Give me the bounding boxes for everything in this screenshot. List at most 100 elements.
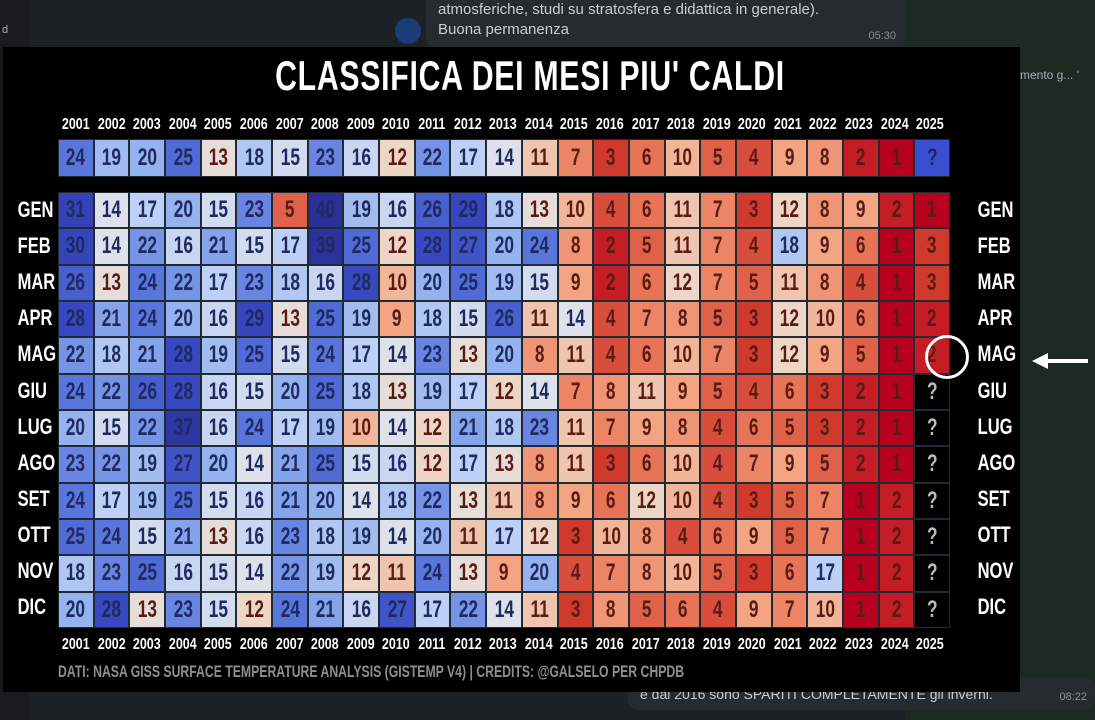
heatmap-cell: 15 <box>522 265 557 300</box>
cell-value: 9 <box>820 232 830 260</box>
heatmap-cell: 20 <box>166 301 200 337</box>
cell-value: 26 <box>494 305 514 333</box>
cell-value: 1 <box>891 377 902 405</box>
heatmap-cell: 13 <box>522 193 557 228</box>
cell-value: 24 <box>66 144 86 171</box>
month-label-right: SET <box>977 485 1010 511</box>
heatmap-cell: 9 <box>772 447 807 482</box>
cell-value: 13 <box>530 196 550 224</box>
cell-value: 26 <box>66 268 86 296</box>
cell-value: 15 <box>208 559 229 587</box>
cell-value: 9 <box>748 595 759 623</box>
cell-value: 9 <box>855 196 866 224</box>
cell-value: 28 <box>351 268 371 296</box>
year-label: 2001 <box>61 116 90 133</box>
heatmap-cell: 21 <box>273 447 307 482</box>
heatmap-cell: 9 <box>665 374 700 409</box>
heatmap-cell: 22 <box>451 592 486 627</box>
cell-value: 31 <box>66 196 86 224</box>
cell-value: 1 <box>891 341 902 369</box>
cell-value: 12 <box>672 268 692 296</box>
heatmap-cell: 14 <box>380 410 414 446</box>
cell-value: 12 <box>423 414 443 442</box>
heatmap-cell: 3 <box>558 592 593 627</box>
cell-value: 8 <box>534 450 545 478</box>
heatmap-cell: 16 <box>380 193 414 228</box>
heatmap-cell: 22 <box>130 229 165 264</box>
heatmap-cell: 13 <box>451 483 486 518</box>
heatmap-cell: 12 <box>522 519 557 555</box>
heatmap-cell: 3 <box>736 301 771 337</box>
heatmap-cell: 4 <box>701 592 735 627</box>
annual-cell: 20 <box>130 140 165 176</box>
cell-value: 3 <box>748 486 759 514</box>
heatmap-cell: 21 <box>166 519 200 555</box>
cell-value: 8 <box>820 144 830 171</box>
heatmap-cell: 4 <box>701 447 735 482</box>
heatmap-cell: 25 <box>59 519 93 555</box>
heatmap-cell: 9 <box>380 301 414 337</box>
heatmap-cell: 1 <box>843 592 878 627</box>
sender-avatar[interactable] <box>395 18 421 44</box>
annual-cell: 25 <box>166 140 200 176</box>
cell-value: 3 <box>748 559 759 587</box>
cell-value: 21 <box>208 232 229 260</box>
heatmap-cell: 10 <box>558 193 593 228</box>
cell-value: 18 <box>351 377 371 405</box>
heatmap-cell: 6 <box>772 374 807 409</box>
heatmap-cell: 8 <box>665 301 700 337</box>
heatmap-cell: 27 <box>166 447 200 482</box>
heatmap-cell: 6 <box>772 556 807 591</box>
heatmap-cell: 24 <box>130 301 165 337</box>
heatmap-cell: 23 <box>522 410 557 446</box>
heatmap-cell: 2 <box>594 265 628 300</box>
heatmap-cell: 2 <box>594 229 628 264</box>
cell-value: 11 <box>566 341 585 369</box>
heatmap-cell: 21 <box>308 592 343 627</box>
cell-value: 3 <box>570 523 581 551</box>
cell-value: 1 <box>891 144 902 171</box>
cell-value: 15 <box>244 232 264 260</box>
cell-value: 7 <box>570 144 581 171</box>
heatmap-cell: 18 <box>59 556 93 591</box>
cell-value: 2 <box>855 450 866 478</box>
cell-value: 4 <box>713 450 723 478</box>
heatmap-cell: 10 <box>665 447 700 482</box>
cell-value: 8 <box>641 559 652 587</box>
cell-value: 5 <box>641 232 652 260</box>
cell-value: 4 <box>606 196 616 224</box>
heatmap-cell: 4 <box>736 229 771 264</box>
cell-value: 16 <box>244 486 264 514</box>
heatmap-cell: 1 <box>879 374 914 409</box>
heatmap-cell: 8 <box>594 374 628 409</box>
cell-value: 9 <box>784 450 795 478</box>
cell-value: 22 <box>101 450 122 478</box>
heatmap-cell: 19 <box>201 338 236 373</box>
heatmap-cell: 5 <box>772 519 807 555</box>
year-label: 2006 <box>239 636 268 653</box>
annual-cell: ? <box>915 140 949 176</box>
heatmap-cell: 28 <box>166 338 200 373</box>
chart-footer: DATI: NASA GISS SURFACE TEMPERATURE ANAL… <box>58 662 685 681</box>
heatmap-cell: 29 <box>237 301 272 337</box>
heatmap-cell: 5 <box>736 265 771 300</box>
cell-value: 8 <box>606 377 616 405</box>
heatmap-cell: 4 <box>665 519 700 555</box>
heatmap-cell: 5 <box>273 193 307 228</box>
cell-value: 22 <box>458 595 478 623</box>
cell-value: 4 <box>748 144 759 171</box>
cell-value: 17 <box>494 523 514 551</box>
cell-value: 2 <box>891 486 902 514</box>
cell-value: 7 <box>606 559 616 587</box>
cell-value: 5 <box>784 523 795 551</box>
heatmap-cell: 27 <box>451 229 486 264</box>
heatmap-cell: 8 <box>808 193 842 228</box>
monthly-heatmap: 31 14 17 20 15 23 5 40 19 16 26 29 18 13 10 4 6 11 7 3 12 8 9 2… <box>58 192 950 628</box>
cell-value: 27 <box>387 595 407 623</box>
reply-snippet[interactable]: mento g... ' <box>1020 68 1079 82</box>
year-label: 2003 <box>133 636 161 653</box>
cell-value: 5 <box>713 559 723 587</box>
heatmap-cell: 25 <box>308 374 343 409</box>
heatmap-cell: 5 <box>701 556 735 591</box>
cell-value: 8 <box>820 268 830 296</box>
